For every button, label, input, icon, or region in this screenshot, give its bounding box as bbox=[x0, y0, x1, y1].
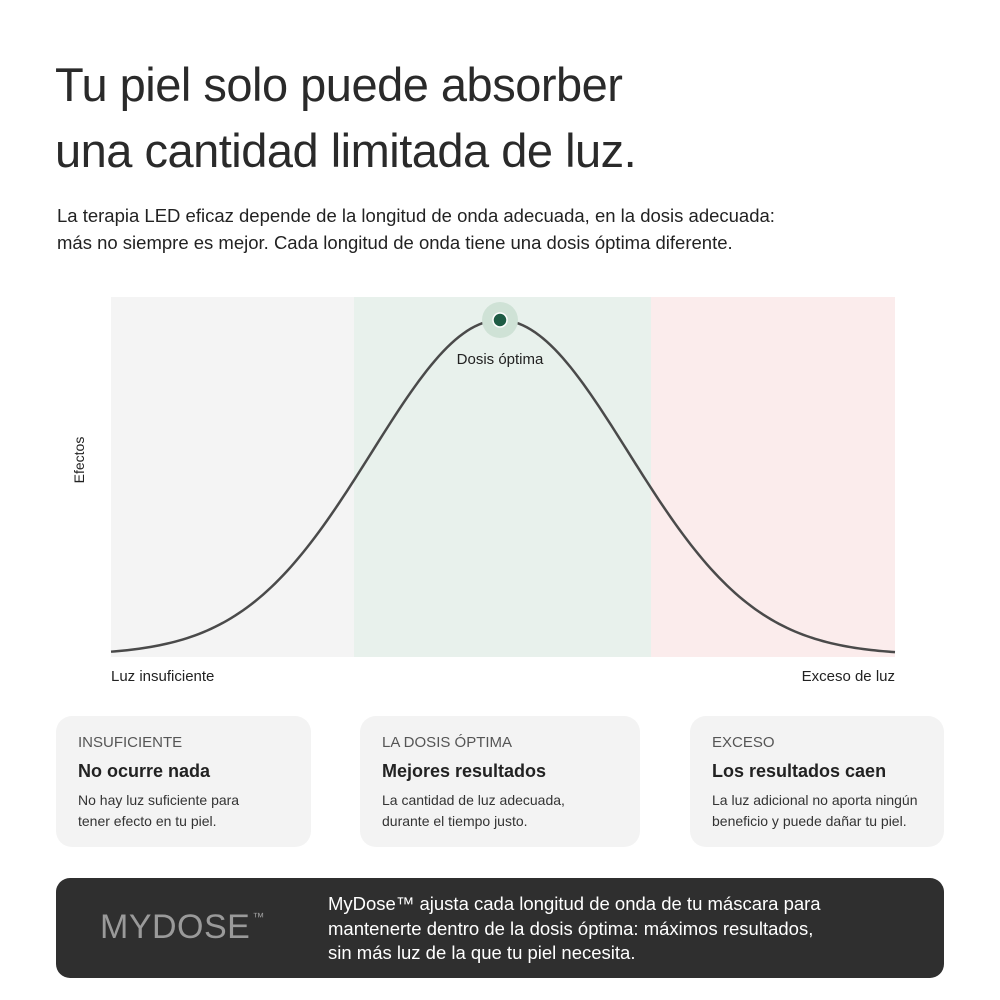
card-kicker: INSUFICIENTE bbox=[78, 734, 183, 751]
zone-excess bbox=[651, 297, 895, 657]
card-line: durante el tiempo justo. bbox=[382, 813, 528, 829]
brand-name: MYDOSE bbox=[100, 908, 251, 946]
card-title: Mejores resultados bbox=[382, 761, 547, 781]
card-kicker: EXCESO bbox=[712, 734, 775, 751]
x-right-label: Exceso de luz bbox=[802, 668, 895, 685]
card: EXCESO Los resultados caen La luz adicio… bbox=[690, 716, 944, 847]
card-kicker: LA DOSIS ÓPTIMA bbox=[382, 734, 513, 751]
brand: MYDOSE ™ bbox=[100, 908, 265, 947]
brand-mark: ™ bbox=[252, 910, 265, 924]
footer: MYDOSE ™ MyDose™ ajusta cada longitud de … bbox=[56, 878, 944, 978]
zone-optimal bbox=[354, 297, 651, 657]
card-line: tener efecto en tu piel. bbox=[78, 813, 217, 829]
title-line: una cantidad limitada de luz. bbox=[55, 124, 637, 177]
intro-line: La terapia LED eficaz depende de la long… bbox=[57, 205, 775, 226]
y-label: Efectos bbox=[71, 437, 87, 484]
card: INSUFICIENTE No ocurre nada No hay luz s… bbox=[56, 716, 311, 847]
intro-line: más no siempre es mejor. Cada longitud d… bbox=[57, 232, 733, 253]
footer-text: MyDose™ ajusta cada longitud de onda de … bbox=[328, 892, 821, 966]
footer-line: MyDose™ ajusta cada longitud de onda de … bbox=[328, 893, 821, 914]
peak-label: Dosis óptima bbox=[457, 351, 544, 368]
card-text: No hay luz suficiente para tener efecto e… bbox=[78, 790, 289, 832]
card-text: La cantidad de luz adecuada, durante el t… bbox=[382, 790, 618, 832]
card: LA DOSIS ÓPTIMA Mejores resultados La ca… bbox=[360, 716, 640, 847]
card-line: La luz adicional no aporta ningún bbox=[712, 792, 918, 808]
card-title: Los resultados caen bbox=[712, 761, 887, 781]
card-line: La cantidad de luz adecuada, bbox=[382, 792, 565, 808]
peak-dot bbox=[492, 312, 508, 328]
title: Tu piel solo puede absorber una cantidad… bbox=[55, 52, 637, 184]
intro: La terapia LED eficaz depende de la long… bbox=[57, 202, 775, 256]
card-text: La luz adicional no aporta ningún benefic… bbox=[712, 790, 922, 832]
title-line: Tu piel solo puede absorber bbox=[55, 58, 623, 111]
diagram: Dosis óptima Efectos Luz insuficiente Ex… bbox=[71, 297, 896, 685]
footer-line: mantenerte dentro de la dosis óptima: má… bbox=[328, 917, 814, 939]
footer-line: sin más luz de la que tu piel necesita. bbox=[328, 942, 636, 963]
zone-insufficient bbox=[111, 297, 354, 657]
card-line: beneficio y puede dañar tu piel. bbox=[712, 813, 907, 829]
card-line: No hay luz suficiente para bbox=[78, 792, 240, 808]
x-left-label: Luz insuficiente bbox=[111, 668, 214, 685]
card-title: No ocurre nada bbox=[78, 761, 211, 781]
